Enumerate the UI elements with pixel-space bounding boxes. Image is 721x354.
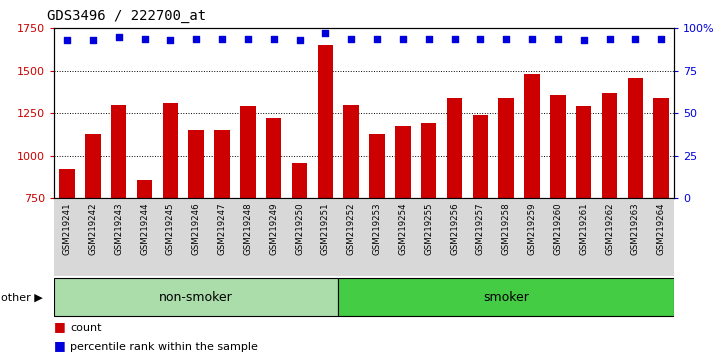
FancyBboxPatch shape <box>338 278 674 316</box>
Text: GSM219248: GSM219248 <box>244 202 252 255</box>
Text: percentile rank within the sample: percentile rank within the sample <box>70 342 258 352</box>
FancyBboxPatch shape <box>54 278 338 316</box>
Point <box>500 36 512 41</box>
Bar <box>627 78 643 326</box>
Bar <box>162 103 178 326</box>
Text: GSM219257: GSM219257 <box>476 202 485 255</box>
Point <box>578 38 590 43</box>
Point <box>61 38 73 43</box>
Point <box>216 36 228 41</box>
Point <box>629 36 641 41</box>
Bar <box>395 126 410 326</box>
Point <box>552 36 564 41</box>
Text: GSM219241: GSM219241 <box>63 202 71 255</box>
Text: GDS3496 / 222700_at: GDS3496 / 222700_at <box>47 9 206 23</box>
Text: GSM219258: GSM219258 <box>502 202 510 255</box>
Text: GSM219256: GSM219256 <box>450 202 459 255</box>
Point <box>190 36 202 41</box>
Point <box>164 38 176 43</box>
Point <box>655 36 667 41</box>
Point <box>423 36 435 41</box>
Text: GSM219255: GSM219255 <box>424 202 433 255</box>
Text: other ▶: other ▶ <box>1 292 43 302</box>
Bar <box>524 74 540 326</box>
Text: GSM219260: GSM219260 <box>554 202 562 255</box>
Text: GSM219261: GSM219261 <box>579 202 588 255</box>
Point <box>268 36 280 41</box>
Text: GSM219252: GSM219252 <box>347 202 355 255</box>
Text: ■: ■ <box>54 320 66 333</box>
Text: GSM219250: GSM219250 <box>295 202 304 255</box>
Bar <box>472 115 488 326</box>
Text: GSM219264: GSM219264 <box>657 202 665 255</box>
Bar <box>317 45 333 326</box>
Text: ■: ■ <box>54 339 66 352</box>
Text: GSM219246: GSM219246 <box>192 202 200 255</box>
Bar <box>240 107 255 326</box>
Text: GSM219247: GSM219247 <box>218 202 226 255</box>
Point <box>293 38 305 43</box>
Text: GSM219245: GSM219245 <box>166 202 174 255</box>
Text: GSM219249: GSM219249 <box>269 202 278 255</box>
Bar <box>214 130 230 326</box>
Bar <box>343 105 359 326</box>
Bar <box>653 98 669 326</box>
Text: GSM219243: GSM219243 <box>114 202 123 255</box>
Point <box>448 36 460 41</box>
Bar <box>137 179 152 326</box>
Text: smoker: smoker <box>483 291 529 304</box>
Text: GSM219253: GSM219253 <box>373 202 381 255</box>
Point <box>371 36 383 41</box>
Point <box>345 36 357 41</box>
Bar <box>266 118 281 326</box>
Text: GSM219262: GSM219262 <box>605 202 614 255</box>
Text: GSM219259: GSM219259 <box>528 202 536 255</box>
Point <box>474 36 486 41</box>
Bar <box>447 98 462 326</box>
Point <box>113 34 125 40</box>
Point <box>397 36 409 41</box>
Bar <box>188 130 204 326</box>
Text: GSM219242: GSM219242 <box>89 202 97 255</box>
Text: non-smoker: non-smoker <box>159 291 233 304</box>
Bar <box>602 93 617 326</box>
Bar <box>369 134 385 326</box>
Point <box>138 36 150 41</box>
Bar <box>59 169 75 326</box>
Point <box>319 30 331 36</box>
Text: GSM219254: GSM219254 <box>399 202 407 255</box>
Bar <box>498 98 514 326</box>
Point <box>87 38 99 43</box>
Bar <box>292 162 307 326</box>
Bar <box>550 95 566 326</box>
Bar <box>421 122 436 326</box>
Point <box>526 36 538 41</box>
Bar <box>111 105 126 326</box>
Bar <box>85 134 100 326</box>
Point <box>603 36 615 41</box>
Point <box>242 36 254 41</box>
Bar <box>576 107 591 326</box>
Text: GSM219251: GSM219251 <box>321 202 329 255</box>
Text: GSM219244: GSM219244 <box>140 202 149 255</box>
Text: GSM219263: GSM219263 <box>631 202 640 255</box>
Text: count: count <box>70 323 102 333</box>
